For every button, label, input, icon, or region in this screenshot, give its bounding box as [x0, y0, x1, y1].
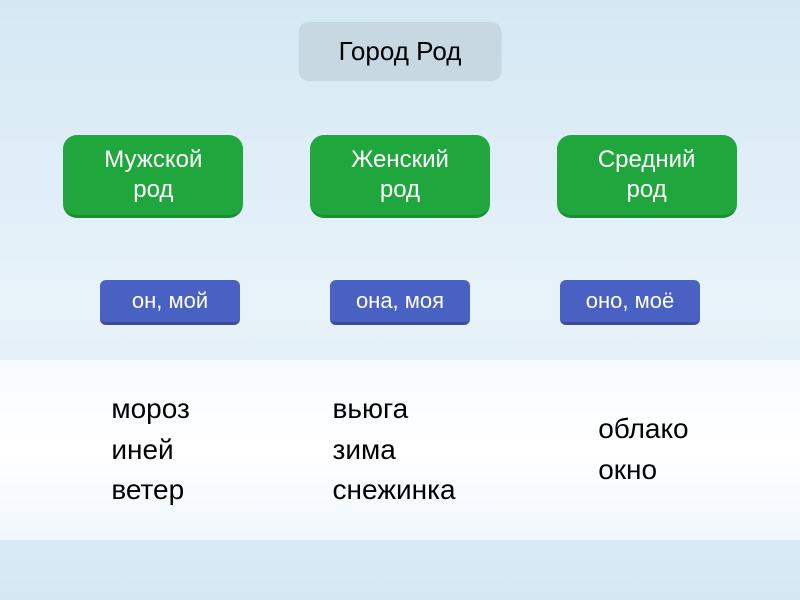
gender-label-line2: род [332, 175, 468, 205]
gender-row: Мужской род Женский род Средний род [0, 135, 800, 218]
examples-feminine: вьюга зима снежинка [333, 389, 456, 511]
gender-neuter: Средний род [557, 135, 737, 218]
gender-masculine: Мужской род [63, 135, 243, 218]
gender-feminine: Женский род [310, 135, 490, 218]
example-word: окно [598, 450, 688, 491]
gender-label-line2: род [85, 175, 221, 205]
example-word: вьюга [333, 389, 456, 430]
examples-masculine: мороз иней ветер [111, 389, 190, 511]
pronoun-row: он, мой она, моя оно, моё [0, 280, 800, 325]
example-word: снежинка [333, 470, 456, 511]
pronoun-masculine: он, мой [100, 280, 240, 325]
example-word: облако [598, 409, 688, 450]
gender-label-line1: Средний [579, 145, 715, 175]
pronoun-neuter: оно, моё [560, 280, 700, 325]
example-word: мороз [111, 389, 190, 430]
gender-label-line2: род [579, 175, 715, 205]
example-word: иней [111, 430, 190, 471]
example-word: зима [333, 430, 456, 471]
example-word: ветер [111, 470, 190, 511]
examples-band: мороз иней ветер вьюга зима снежинка обл… [0, 360, 800, 540]
gender-label-line1: Женский [332, 145, 468, 175]
title-box: Город Род [299, 22, 502, 81]
pronoun-feminine: она, моя [330, 280, 470, 325]
gender-label-line1: Мужской [85, 145, 221, 175]
examples-neuter: облако окно [598, 409, 688, 490]
